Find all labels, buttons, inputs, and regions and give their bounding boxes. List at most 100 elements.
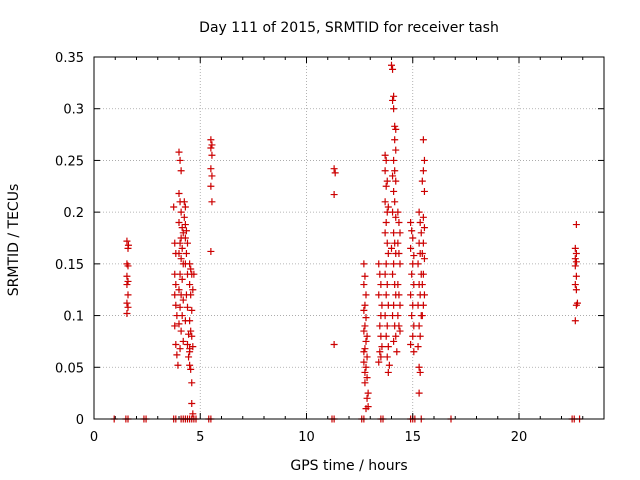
data-point (408, 312, 416, 320)
data-point (382, 182, 390, 190)
data-point (391, 167, 399, 175)
data-point (178, 224, 186, 232)
data-point (179, 337, 187, 345)
data-point (419, 136, 427, 144)
data-point (382, 156, 390, 164)
data-point (363, 374, 371, 382)
data-point (360, 327, 368, 335)
data-point (420, 224, 428, 232)
data-point (418, 312, 426, 320)
data-point (392, 332, 400, 340)
data-point (178, 275, 186, 283)
data-point (381, 198, 389, 206)
y-tick-label: 0.15 (55, 258, 84, 273)
data-point (391, 122, 399, 130)
data-point (330, 191, 338, 199)
data-point (362, 363, 370, 371)
x-tick-label: 20 (511, 430, 528, 445)
data-point (186, 281, 194, 289)
data-point (415, 208, 423, 216)
data-point (395, 322, 403, 330)
y-tick-label: 0.35 (55, 51, 84, 66)
data-point (330, 165, 338, 173)
data-point (177, 327, 185, 335)
data-point (207, 247, 215, 255)
data-point (383, 322, 391, 330)
data-point (390, 229, 398, 237)
data-point (363, 394, 371, 402)
data-point (414, 260, 422, 268)
data-point (361, 301, 369, 309)
data-point (384, 250, 392, 258)
data-point (394, 312, 402, 320)
data-point (571, 244, 579, 252)
data-point (330, 341, 338, 349)
data-point (392, 213, 400, 221)
y-tick-label: 0 (76, 413, 84, 428)
data-point (378, 301, 386, 309)
data-point (184, 341, 191, 349)
data-point (410, 252, 418, 260)
grid-lines (94, 57, 604, 419)
data-point (172, 281, 180, 289)
data-point (123, 281, 131, 289)
data-point (207, 136, 215, 144)
data-point (389, 65, 397, 73)
data-point (123, 237, 131, 245)
data-point (388, 244, 395, 252)
data-point (381, 312, 389, 320)
data-point (395, 218, 403, 226)
data-point (390, 105, 398, 113)
data-point (383, 177, 391, 185)
data-point (176, 303, 184, 311)
data-point (394, 281, 402, 289)
data-point (181, 234, 189, 242)
data-point (377, 353, 385, 361)
data-point (392, 146, 400, 154)
data-point (390, 92, 398, 100)
x-tick-label: 15 (404, 430, 421, 445)
data-point (392, 125, 400, 133)
data-point (382, 260, 390, 268)
data-point (375, 358, 383, 366)
data-point (364, 389, 372, 397)
data-points (110, 61, 584, 423)
data-point (360, 358, 368, 366)
data-point (360, 306, 368, 314)
data-point (393, 348, 401, 356)
data-point (172, 301, 180, 309)
data-point (571, 317, 579, 325)
data-point (208, 141, 216, 149)
data-point (361, 379, 369, 387)
data-point (381, 151, 389, 159)
x-axis-label: GPS time / hours (290, 458, 407, 474)
data-point (124, 277, 132, 285)
data-point (420, 291, 428, 299)
data-point (176, 239, 184, 247)
data-point (186, 260, 194, 268)
data-point (572, 221, 580, 229)
data-point (391, 136, 399, 144)
data-point (383, 281, 391, 289)
data-point (388, 61, 395, 69)
data-point (123, 272, 131, 280)
data-point (420, 156, 428, 164)
data-point (176, 270, 184, 278)
data-point (396, 260, 404, 268)
data-point (384, 203, 392, 211)
data-point (179, 296, 187, 304)
data-point (189, 286, 197, 294)
data-point (360, 281, 368, 289)
data-point (175, 190, 183, 198)
data-point (375, 260, 383, 268)
data-point (390, 260, 398, 268)
data-point (571, 255, 579, 263)
data-point (391, 198, 399, 206)
data-point (188, 306, 196, 314)
data-point (419, 301, 427, 309)
data-point (186, 317, 194, 325)
data-point (361, 368, 369, 376)
data-point (362, 405, 370, 413)
data-point (385, 361, 393, 369)
data-point (407, 341, 415, 349)
